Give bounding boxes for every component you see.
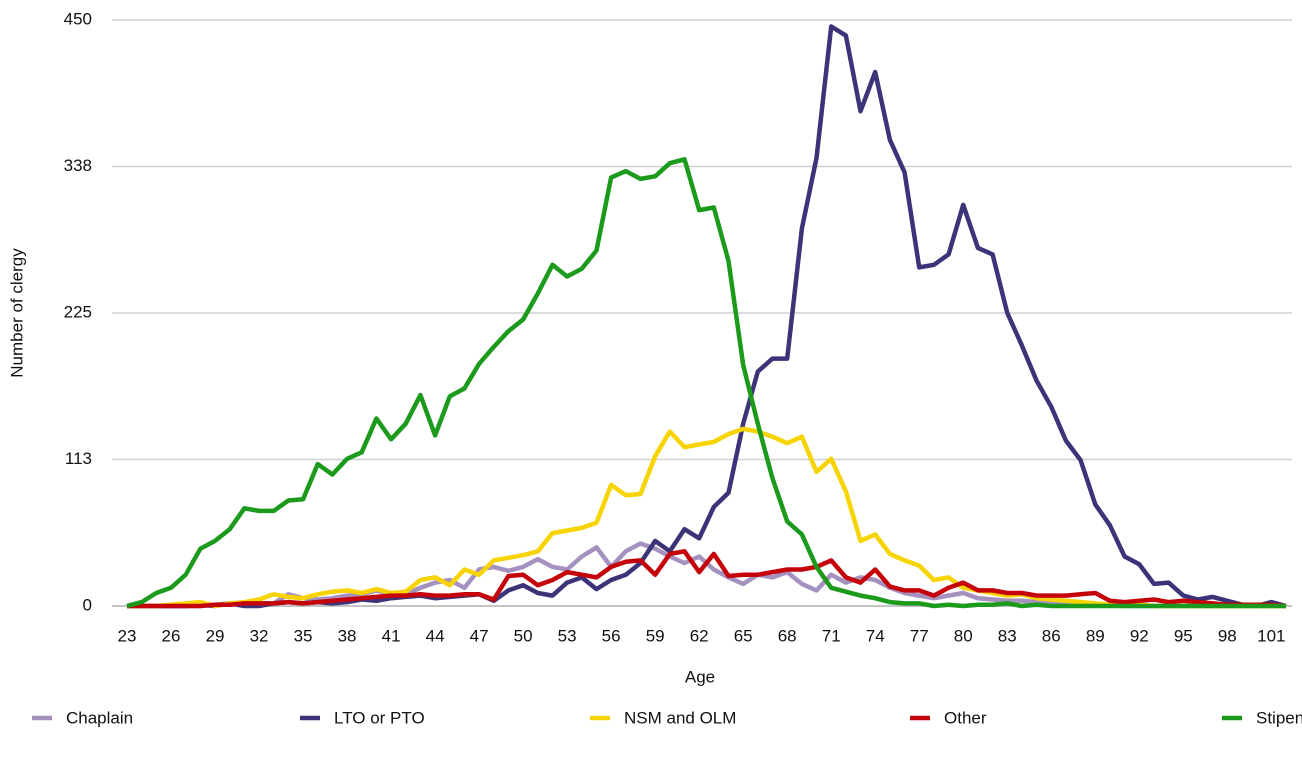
x-tick-label: 65: [734, 626, 753, 645]
y-tick-label: 338: [64, 156, 92, 175]
x-axis-title: Age: [685, 667, 715, 686]
x-tick-label: 83: [998, 626, 1017, 645]
x-tick-label: 44: [426, 626, 445, 645]
x-tick-label: 98: [1218, 626, 1237, 645]
x-tick-label: 80: [954, 626, 973, 645]
legend-label: NSM and OLM: [624, 708, 736, 727]
x-tick-label: 68: [778, 626, 797, 645]
y-axis-title: Number of clergy: [7, 248, 26, 378]
x-tick-label: 77: [910, 626, 929, 645]
y-tick-label: 225: [64, 302, 92, 321]
series-line: [127, 549, 1287, 609]
x-tick-label: 29: [206, 626, 225, 645]
x-tick-label: 74: [866, 626, 885, 645]
legend-label: Other: [944, 708, 987, 727]
x-tick-label: 71: [822, 626, 841, 645]
x-tick-label: 53: [558, 626, 577, 645]
legend-label: Stipendiary: [1256, 708, 1302, 727]
x-tick-label: 101: [1257, 626, 1285, 645]
x-tick-label: 86: [1042, 626, 1061, 645]
x-tick-label: 50: [514, 626, 533, 645]
x-tick-label: 38: [338, 626, 357, 645]
x-tick-label: 89: [1086, 626, 1105, 645]
y-tick-label: 113: [65, 449, 92, 468]
x-tick-label: 95: [1174, 626, 1193, 645]
y-tick-label: 0: [83, 595, 92, 614]
x-tick-label: 59: [646, 626, 665, 645]
x-tick-label: 35: [294, 626, 313, 645]
x-tick-label: 56: [602, 626, 621, 645]
x-tick-label: 26: [162, 626, 181, 645]
legend-label: LTO or PTO: [334, 708, 425, 727]
series-line: [127, 24, 1287, 609]
x-tick-label: 62: [690, 626, 709, 645]
x-tick-label: 41: [382, 626, 401, 645]
y-tick-label: 450: [64, 9, 92, 28]
series-line: [126, 157, 1286, 609]
x-tick-label: 47: [470, 626, 489, 645]
series-line: [127, 426, 1286, 609]
x-tick-label: 23: [118, 626, 137, 645]
x-tick-label: 92: [1130, 626, 1149, 645]
x-tick-label: 32: [250, 626, 269, 645]
legend-label: Chaplain: [66, 708, 133, 727]
